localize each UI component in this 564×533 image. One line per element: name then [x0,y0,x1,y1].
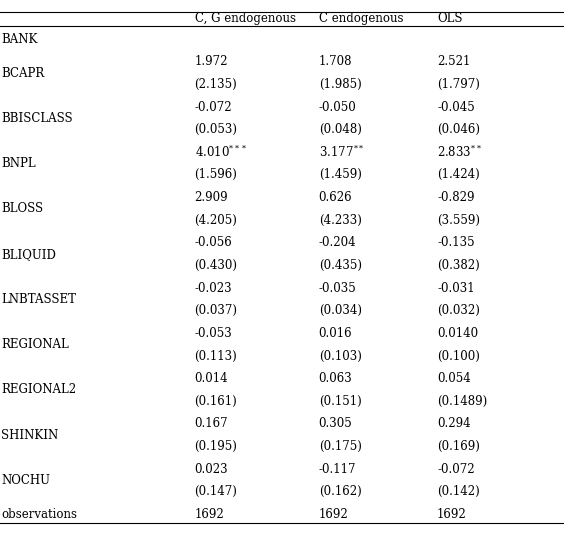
Text: (0.161): (0.161) [195,395,237,408]
Text: 0.626: 0.626 [319,191,352,204]
Text: (0.034): (0.034) [319,304,362,317]
Text: (0.113): (0.113) [195,350,237,362]
Text: (0.382): (0.382) [437,259,480,272]
Text: 1692: 1692 [437,508,467,521]
Text: NOCHU: NOCHU [1,474,50,487]
Text: C endogenous: C endogenous [319,12,403,25]
Text: REGIONAL: REGIONAL [1,338,69,351]
Text: -0.117: -0.117 [319,463,356,475]
Text: -0.072: -0.072 [437,463,475,475]
Text: BBISCLASS: BBISCLASS [1,112,73,125]
Text: 1692: 1692 [195,508,224,521]
Text: BNPL: BNPL [1,157,36,170]
Text: (0.151): (0.151) [319,395,362,408]
Text: (1.985): (1.985) [319,78,362,91]
Text: (0.175): (0.175) [319,440,362,453]
Text: 0.063: 0.063 [319,372,352,385]
Text: (3.559): (3.559) [437,214,480,227]
Text: -0.204: -0.204 [319,236,356,249]
Text: (0.169): (0.169) [437,440,480,453]
Text: (0.147): (0.147) [195,485,237,498]
Text: (0.032): (0.032) [437,304,480,317]
Text: -0.035: -0.035 [319,281,356,295]
Text: 0.014: 0.014 [195,372,228,385]
Text: -0.050: -0.050 [319,101,356,114]
Text: 0.016: 0.016 [319,327,352,340]
Text: 2.521: 2.521 [437,55,470,68]
Text: (0.162): (0.162) [319,485,362,498]
Text: C, G endogenous: C, G endogenous [195,12,296,25]
Text: (1.596): (1.596) [195,168,237,181]
Text: observations: observations [1,508,77,521]
Text: -0.072: -0.072 [195,101,232,114]
Text: (0.1489): (0.1489) [437,395,487,408]
Text: BANK: BANK [1,33,37,46]
Text: 0.023: 0.023 [195,463,228,475]
Text: -0.023: -0.023 [195,281,232,295]
Text: LNBTASSET: LNBTASSET [1,293,76,306]
Text: (4.205): (4.205) [195,214,237,227]
Text: 1.708: 1.708 [319,55,352,68]
Text: -0.135: -0.135 [437,236,475,249]
Text: (4.233): (4.233) [319,214,362,227]
Text: 0.294: 0.294 [437,417,471,430]
Text: 0.305: 0.305 [319,417,352,430]
Text: 2.833$^{\mathregular{**}}$: 2.833$^{\mathregular{**}}$ [437,144,482,160]
Text: (0.100): (0.100) [437,350,480,362]
Text: (0.430): (0.430) [195,259,237,272]
Text: -0.031: -0.031 [437,281,475,295]
Text: SHINKIN: SHINKIN [1,429,59,442]
Text: BLOSS: BLOSS [1,203,43,215]
Text: BLIQUID: BLIQUID [1,248,56,261]
Text: REGIONAL2: REGIONAL2 [1,383,76,397]
Text: 1.972: 1.972 [195,55,228,68]
Text: 1692: 1692 [319,508,349,521]
Text: -0.829: -0.829 [437,191,474,204]
Text: 3.177$^{\mathregular{**}}$: 3.177$^{\mathregular{**}}$ [319,144,364,160]
Text: 0.167: 0.167 [195,417,228,430]
Text: 4.010$^{\mathregular{***}}$: 4.010$^{\mathregular{***}}$ [195,144,247,160]
Text: (1.797): (1.797) [437,78,480,91]
Text: BCAPR: BCAPR [1,67,45,79]
Text: -0.045: -0.045 [437,101,475,114]
Text: 0.0140: 0.0140 [437,327,478,340]
Text: (0.195): (0.195) [195,440,237,453]
Text: (2.135): (2.135) [195,78,237,91]
Text: 2.909: 2.909 [195,191,228,204]
Text: (0.037): (0.037) [195,304,237,317]
Text: 0.054: 0.054 [437,372,471,385]
Text: -0.056: -0.056 [195,236,232,249]
Text: (1.459): (1.459) [319,168,362,181]
Text: (1.424): (1.424) [437,168,480,181]
Text: (0.048): (0.048) [319,123,362,136]
Text: (0.053): (0.053) [195,123,237,136]
Text: (0.435): (0.435) [319,259,362,272]
Text: (0.046): (0.046) [437,123,480,136]
Text: OLS: OLS [437,12,462,25]
Text: (0.142): (0.142) [437,485,480,498]
Text: -0.053: -0.053 [195,327,232,340]
Text: (0.103): (0.103) [319,350,362,362]
